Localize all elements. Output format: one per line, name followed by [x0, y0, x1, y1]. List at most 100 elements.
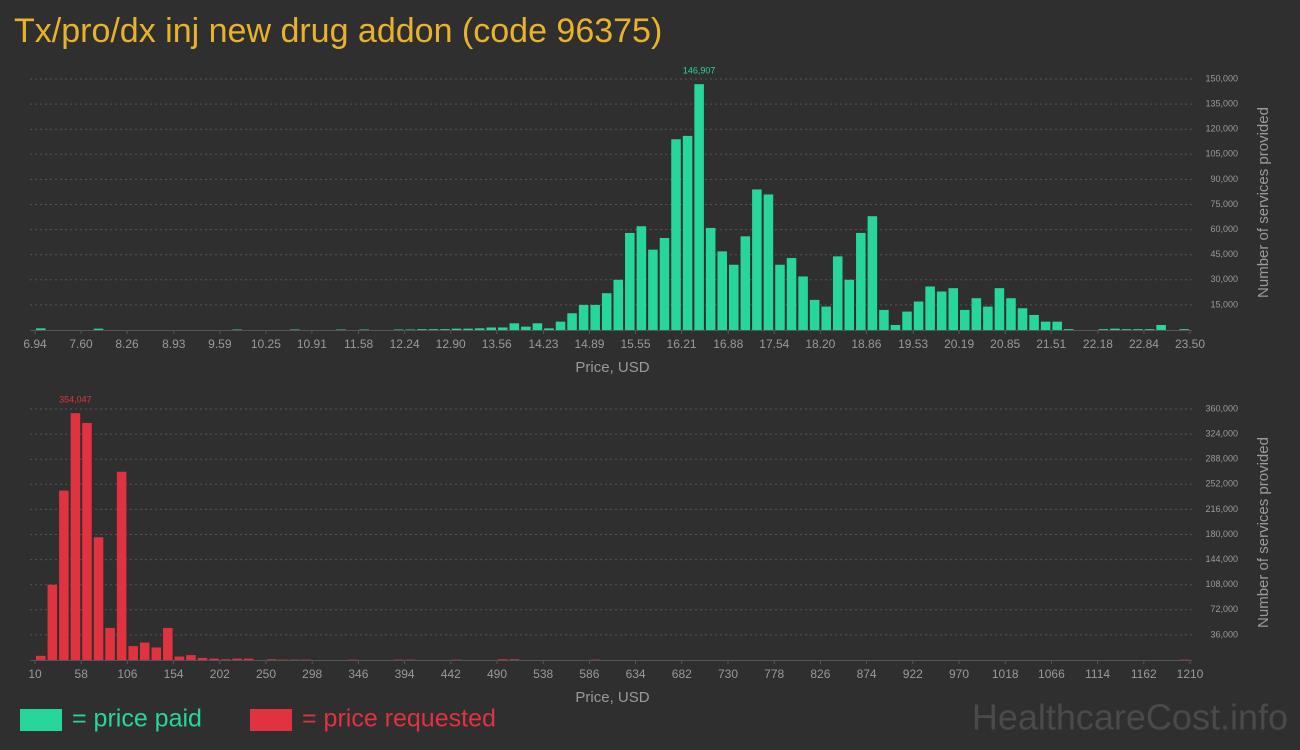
bar	[498, 659, 508, 660]
x-tick-label: 8.26	[115, 337, 139, 351]
y-tick-label: 120,000	[1205, 124, 1238, 134]
bar	[1052, 321, 1062, 330]
x-tick-label: 250	[256, 667, 276, 681]
bar	[486, 327, 496, 330]
x-tick-label: 490	[487, 667, 507, 681]
x-tick-label: 12.90	[436, 337, 466, 351]
bar	[740, 236, 751, 330]
x-tick-label: 16.21	[667, 337, 697, 351]
y-tick-label: 150,000	[1205, 73, 1238, 83]
x-tick-label: 10.25	[251, 337, 281, 351]
bar	[994, 288, 1005, 330]
x-tick-label: 58	[75, 667, 89, 681]
bar	[601, 293, 612, 330]
bar	[532, 323, 543, 330]
legend-label: = price requested	[302, 705, 496, 733]
bar	[1063, 329, 1074, 330]
chart-title: Tx/pro/dx inj new drug addon (code 96375…	[14, 12, 662, 50]
bar	[394, 329, 404, 330]
y-tick-label: 288,000	[1205, 454, 1238, 464]
bar	[671, 139, 681, 330]
bar	[59, 490, 69, 660]
y-tick-label: 45,000	[1210, 249, 1238, 259]
bar	[36, 655, 46, 660]
bar	[578, 304, 589, 330]
bar	[971, 298, 982, 330]
bar	[70, 413, 81, 660]
bar	[659, 237, 670, 330]
y-tick-label: 252,000	[1205, 479, 1238, 489]
bar	[925, 286, 935, 330]
bar	[174, 656, 185, 660]
bar	[93, 537, 104, 660]
bar	[867, 216, 878, 330]
bar	[948, 288, 958, 330]
bar	[844, 279, 855, 330]
x-tick-label: 19.53	[898, 337, 928, 351]
value-label: 354,047	[59, 395, 92, 405]
x-tick-label: 10.91	[297, 337, 327, 351]
bar	[555, 321, 566, 330]
x-tick-label: 1018	[992, 667, 1019, 681]
x-tick-label: 778	[764, 667, 784, 681]
bar	[798, 276, 808, 330]
y-tick-label: 30,000	[1210, 274, 1238, 284]
x-tick-label: 9.59	[208, 337, 232, 351]
bar	[544, 328, 554, 330]
bar	[220, 659, 231, 660]
legend-label: = price paid	[72, 705, 202, 733]
bar	[267, 659, 277, 660]
bar	[1133, 329, 1143, 330]
bar	[1179, 329, 1189, 330]
bar	[983, 306, 993, 330]
x-tick-label: 874	[857, 667, 877, 681]
bar	[463, 328, 473, 330]
bar	[336, 329, 346, 330]
bar	[93, 328, 104, 330]
x-tick-label: 22.18	[1083, 337, 1113, 351]
x-tick-label: 14.23	[528, 337, 558, 351]
bar	[474, 328, 485, 330]
bar	[451, 328, 462, 330]
x-tick-label: 17.54	[759, 337, 789, 351]
bar	[821, 306, 831, 330]
y-tick-label: 60,000	[1210, 224, 1238, 234]
bar	[82, 422, 92, 660]
bar	[116, 471, 127, 660]
bar	[105, 627, 115, 660]
bar	[763, 194, 774, 330]
bar	[1040, 321, 1051, 330]
x-tick-label: 730	[718, 667, 738, 681]
bar	[913, 301, 924, 330]
bar	[128, 646, 138, 660]
legend-swatch	[20, 709, 62, 731]
watermark: HealthcareCost.info	[972, 697, 1288, 738]
y-tick-label: 72,000	[1210, 604, 1238, 614]
x-axis-title: Price, USD	[575, 359, 649, 376]
bar	[1156, 324, 1166, 330]
x-tick-label: 394	[395, 667, 415, 681]
x-tick-label: 22.84	[1129, 337, 1159, 351]
bar	[775, 264, 785, 330]
bar	[139, 642, 150, 660]
x-tick-label: 21.51	[1036, 337, 1066, 351]
bar	[729, 264, 739, 330]
x-tick-label: 154	[164, 667, 184, 681]
y-tick-label: 144,000	[1205, 554, 1238, 564]
x-tick-label: 538	[533, 667, 553, 681]
bar	[232, 329, 242, 330]
bar	[590, 304, 600, 330]
bar	[498, 327, 508, 330]
bar	[879, 309, 889, 330]
x-tick-label: 1162	[1131, 667, 1157, 681]
bar	[197, 657, 208, 660]
bar	[648, 249, 658, 330]
bar	[47, 584, 58, 660]
bar	[1017, 308, 1028, 330]
x-tick-label: 18.20	[805, 337, 835, 351]
x-tick-label: 15.55	[621, 337, 651, 351]
y-tick-label: 36,000	[1210, 629, 1238, 639]
bar	[509, 659, 520, 660]
bar	[290, 329, 300, 330]
bar	[613, 279, 624, 330]
